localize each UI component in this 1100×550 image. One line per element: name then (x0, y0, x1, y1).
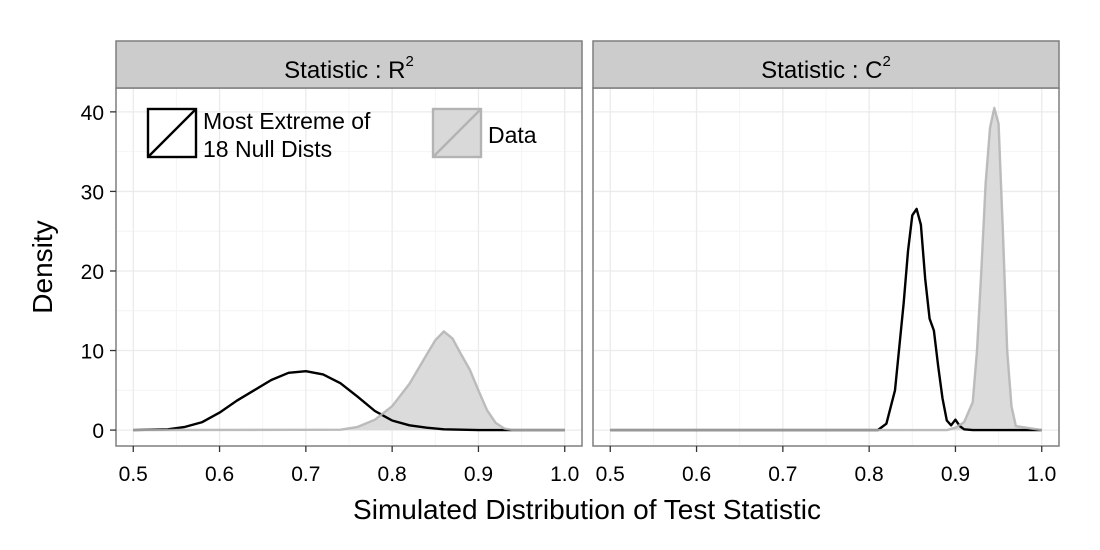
x-tick-label: 0.6 (682, 463, 711, 486)
legend-label-null: 18 Null Dists (203, 136, 332, 162)
y-axis-title: Density (27, 220, 58, 313)
strip-background (115, 40, 583, 89)
x-tick-label: 0.7 (291, 463, 320, 486)
x-tick-label: 0.5 (119, 463, 148, 486)
strip-label: Statistic : C2 (761, 53, 891, 84)
strip-background (592, 40, 1060, 89)
null-density-line (133, 370, 565, 432)
legend-key-null-slash (147, 108, 197, 158)
null-density-line (610, 207, 1042, 432)
data-density-area (133, 331, 565, 431)
data-density-line (610, 106, 1042, 432)
y-tick-label: 40 (81, 102, 104, 125)
x-tick-label: 0.5 (596, 463, 625, 486)
x-axis-title: Simulated Distribution of Test Statistic (353, 494, 821, 525)
x-tick-label: 0.7 (768, 463, 797, 486)
y-tick-label: 0 (92, 420, 104, 443)
panel-2: Statistic : C2 0.5 0.6 0.7 0.8 0.9 1.0 (592, 40, 1060, 486)
legend-label-data: Data (488, 122, 537, 148)
y-tick-label: 30 (81, 181, 104, 204)
strip-label-prefix: Statistic : R (284, 57, 405, 84)
strip-label-superscript: 2 (406, 53, 414, 70)
legend-key-data-slash (432, 108, 482, 158)
y-tick-label: 10 (81, 341, 104, 364)
x-tick-label: 0.6 (205, 463, 234, 486)
legend-label-null: Most Extreme of (203, 108, 371, 134)
x-tick-label: 0.8 (378, 463, 407, 486)
data-density-line (133, 330, 565, 432)
x-tick-label: 1.0 (550, 463, 579, 486)
x-tick-label: 0.9 (464, 463, 493, 486)
strip-label: Statistic : R2 (284, 53, 414, 84)
y-tick-label: 20 (81, 261, 104, 284)
panel-1: Statistic : R2 0.5 0.6 0.7 0.8 0.9 1.0 (115, 40, 583, 486)
x-tick-label: 1.0 (1027, 463, 1056, 486)
x-tick-label: 0.9 (941, 463, 970, 486)
strip-label-superscript: 2 (883, 53, 891, 70)
strip-label-prefix: Statistic : C (761, 57, 882, 84)
x-tick-label: 0.8 (855, 463, 884, 486)
